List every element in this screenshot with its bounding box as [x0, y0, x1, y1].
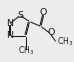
Text: CH$_3$: CH$_3$ [57, 36, 73, 48]
Text: N: N [6, 31, 13, 40]
Text: CH$_3$: CH$_3$ [18, 44, 34, 57]
Text: N: N [6, 19, 13, 28]
Text: S: S [17, 11, 23, 20]
Text: O: O [40, 8, 47, 17]
Text: O: O [48, 28, 55, 37]
